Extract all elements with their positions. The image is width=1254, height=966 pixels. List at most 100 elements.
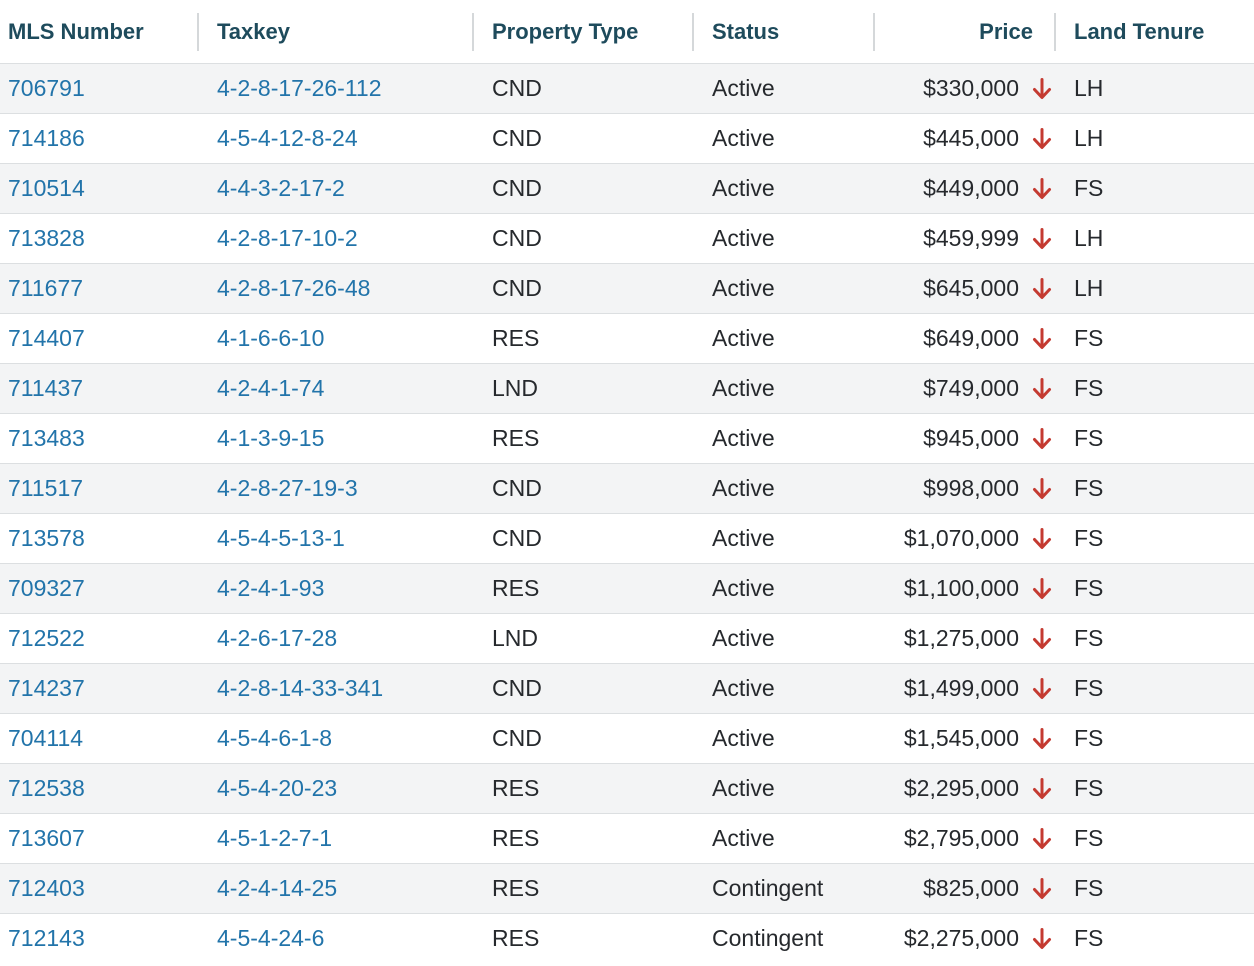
land-tenure-cell: FS (1054, 863, 1254, 914)
status-value: Active (712, 225, 775, 251)
price-cell: $1,275,000 (873, 613, 1054, 664)
mls-link[interactable]: 713483 (8, 425, 85, 451)
price-value: $649,000 (923, 325, 1019, 351)
status-cell: Active (692, 663, 873, 714)
property-type-cell: LND (472, 613, 692, 664)
table-row: 706791 4-2-8-17-26-112 CND Active $330,0… (0, 63, 1254, 114)
status-cell: Contingent (692, 863, 873, 914)
column-header-price[interactable]: Price (873, 0, 1054, 64)
mls-link[interactable]: 712143 (8, 925, 85, 952)
taxkey-link[interactable]: 4-2-8-17-10-2 (217, 225, 358, 251)
land-tenure-cell: FS (1054, 463, 1254, 514)
land-tenure-cell: FS (1054, 713, 1254, 764)
price-decrease-icon (1031, 577, 1053, 601)
land-tenure-cell: FS (1054, 363, 1254, 414)
header-row: MLS Number Taxkey Property Type Status P… (0, 0, 1254, 64)
mls-link[interactable]: 713607 (8, 825, 85, 851)
land-tenure-cell: FS (1054, 413, 1254, 464)
price-cell: $449,000 (873, 163, 1054, 214)
mls-cell: 712143 (0, 913, 197, 964)
status-value: Active (712, 475, 775, 501)
taxkey-cell: 4-2-4-14-25 (197, 863, 472, 914)
price-value: $998,000 (923, 475, 1019, 501)
price-value: $449,000 (923, 175, 1019, 201)
table-row: 713483 4-1-3-9-15 RES Active $945,000 (0, 413, 1254, 464)
mls-link[interactable]: 712538 (8, 775, 85, 801)
property-type-value: LND (492, 375, 539, 401)
table-body: 706791 4-2-8-17-26-112 CND Active $330,0… (0, 63, 1254, 964)
column-header-status[interactable]: Status (692, 0, 873, 64)
taxkey-link[interactable]: 4-2-8-17-26-48 (217, 275, 371, 301)
status-cell: Active (692, 63, 873, 114)
taxkey-cell: 4-4-3-2-17-2 (197, 163, 472, 214)
mls-link[interactable]: 712522 (8, 625, 85, 651)
land-tenure-value: FS (1074, 475, 1104, 501)
mls-link[interactable]: 714237 (8, 675, 85, 701)
price-decrease-icon (1031, 527, 1053, 551)
taxkey-cell: 4-2-6-17-28 (197, 613, 472, 664)
taxkey-link[interactable]: 4-4-3-2-17-2 (217, 175, 345, 201)
column-header-land-tenure[interactable]: Land Tenure (1054, 0, 1254, 64)
land-tenure-value: LH (1074, 225, 1104, 251)
mls-link[interactable]: 712403 (8, 875, 85, 901)
mls-cell: 714407 (0, 313, 197, 364)
taxkey-link[interactable]: 4-2-8-27-19-3 (217, 475, 358, 501)
mls-link[interactable]: 711437 (8, 375, 84, 401)
mls-link[interactable]: 709327 (8, 575, 85, 601)
land-tenure-cell: FS (1054, 163, 1254, 214)
taxkey-link[interactable]: 4-5-4-24-6 (217, 925, 325, 952)
taxkey-link[interactable]: 4-5-4-12-8-24 (217, 125, 358, 151)
land-tenure-value: FS (1074, 575, 1104, 601)
taxkey-link[interactable]: 4-2-8-17-26-112 (217, 75, 382, 101)
price-cell: $1,100,000 (873, 563, 1054, 614)
mls-link[interactable]: 714186 (8, 125, 85, 151)
table-row: 712403 4-2-4-14-25 RES Contingent $825,0… (0, 863, 1254, 914)
price-value: $945,000 (923, 425, 1019, 451)
taxkey-link[interactable]: 4-1-3-9-15 (217, 425, 325, 451)
taxkey-link[interactable]: 4-1-6-6-10 (217, 325, 325, 351)
taxkey-link[interactable]: 4-5-1-2-7-1 (217, 825, 333, 851)
price-cell: $1,070,000 (873, 513, 1054, 564)
land-tenure-cell: FS (1054, 763, 1254, 814)
property-type-value: CND (492, 525, 542, 551)
mls-link[interactable]: 714407 (8, 325, 85, 351)
mls-link[interactable]: 710514 (8, 175, 85, 201)
taxkey-link[interactable]: 4-2-8-14-33-341 (217, 675, 384, 701)
land-tenure-cell: FS (1054, 513, 1254, 564)
land-tenure-value: FS (1074, 375, 1104, 401)
mls-link[interactable]: 713578 (8, 525, 85, 551)
property-type-cell: RES (472, 313, 692, 364)
taxkey-link[interactable]: 4-2-4-1-74 (217, 375, 325, 401)
column-header-taxkey[interactable]: Taxkey (197, 0, 472, 64)
table-row: 714237 4-2-8-14-33-341 CND Active $1,499… (0, 663, 1254, 714)
mls-link[interactable]: 713828 (8, 225, 85, 251)
property-type-value: CND (492, 175, 542, 201)
mls-link[interactable]: 704114 (8, 725, 84, 751)
mls-cell: 711677 (0, 263, 197, 314)
property-type-value: CND (492, 675, 542, 701)
property-type-cell: RES (472, 563, 692, 614)
price-decrease-icon (1031, 77, 1053, 101)
price-cell: $945,000 (873, 413, 1054, 464)
taxkey-link[interactable]: 4-2-4-1-93 (217, 575, 325, 601)
price-value: $1,070,000 (903, 525, 1019, 551)
mls-link[interactable]: 711677 (8, 275, 84, 301)
column-header-mls-number[interactable]: MLS Number (0, 0, 197, 64)
land-tenure-cell: LH (1054, 213, 1254, 264)
mls-link[interactable]: 711517 (8, 475, 84, 501)
table-row: 712143 4-5-4-24-6 RES Contingent $2,275,… (0, 913, 1254, 964)
column-header-property-type[interactable]: Property Type (472, 0, 692, 64)
taxkey-link[interactable]: 4-2-4-14-25 (217, 875, 338, 901)
status-value: Active (712, 425, 775, 451)
taxkey-link[interactable]: 4-5-4-20-23 (217, 775, 338, 801)
mls-cell: 712403 (0, 863, 197, 914)
taxkey-link[interactable]: 4-2-6-17-28 (217, 625, 338, 651)
mls-cell: 706791 (0, 63, 197, 114)
price-decrease-icon (1031, 277, 1053, 301)
taxkey-link[interactable]: 4-5-4-6-1-8 (217, 725, 333, 751)
property-type-value: RES (492, 875, 540, 901)
taxkey-link[interactable]: 4-5-4-5-13-1 (217, 525, 345, 551)
status-cell: Active (692, 413, 873, 464)
mls-cell: 713607 (0, 813, 197, 864)
mls-link[interactable]: 706791 (8, 75, 85, 101)
